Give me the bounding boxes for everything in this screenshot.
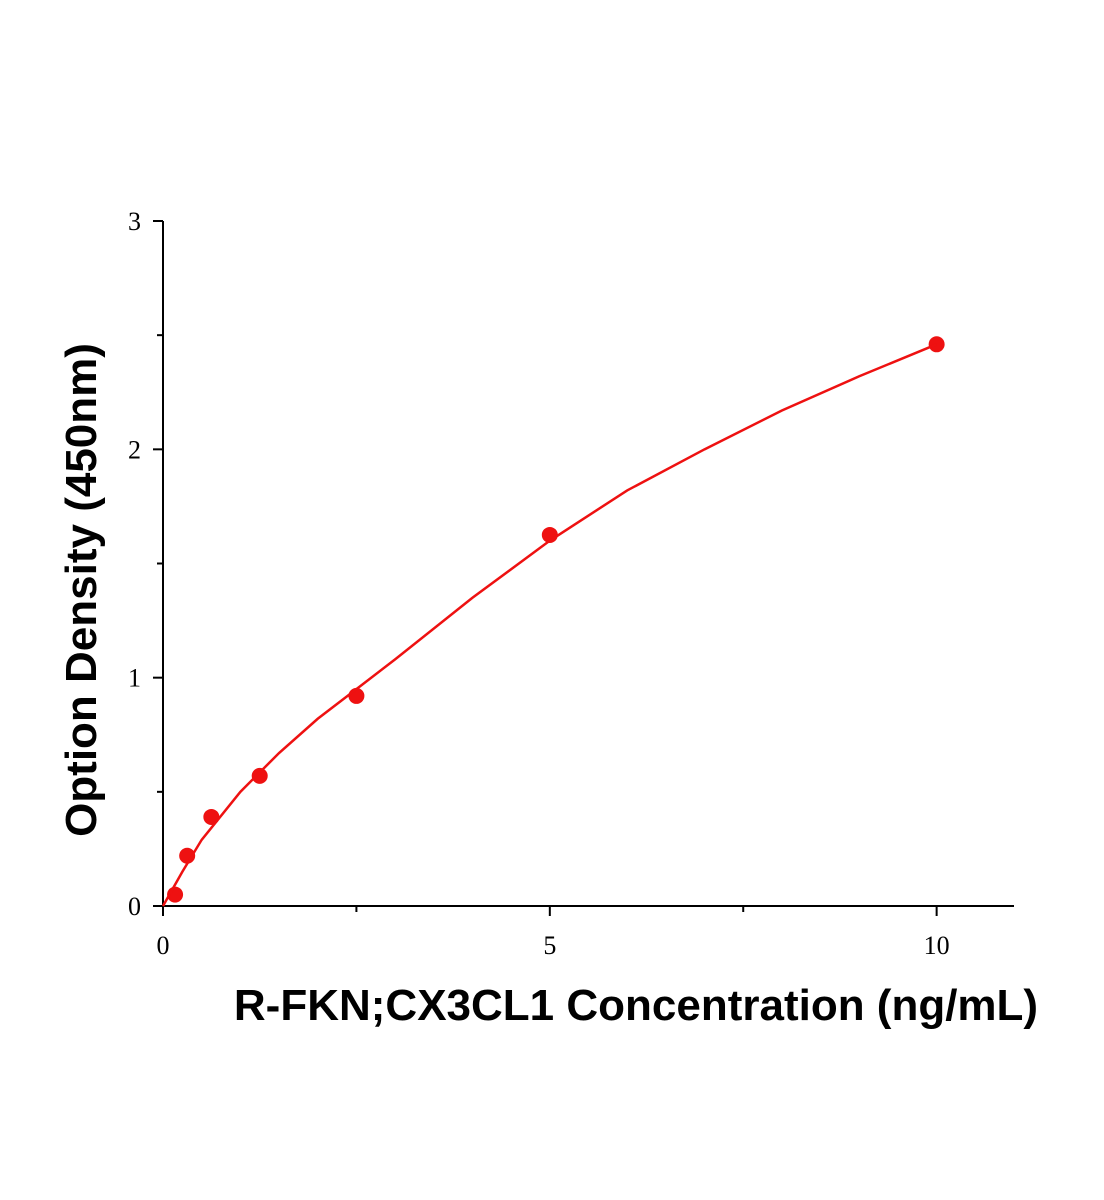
data-point (179, 847, 196, 864)
y-tick-label: 2 (128, 435, 141, 464)
x-axis-title: R-FKN;CX3CL1 Concentration (ng/mL) (234, 981, 1038, 1030)
x-tick-label: 10 (924, 931, 950, 960)
y-axis-title: Option Density (450nm) (57, 343, 106, 837)
y-tick-label: 1 (128, 664, 141, 693)
x-tick-label: 0 (157, 931, 170, 960)
x-tick-label: 5 (543, 931, 556, 960)
y-tick-label: 0 (128, 892, 141, 921)
y-tick-label: 3 (128, 207, 141, 236)
data-point (251, 767, 268, 784)
fit-curve (161, 343, 938, 907)
